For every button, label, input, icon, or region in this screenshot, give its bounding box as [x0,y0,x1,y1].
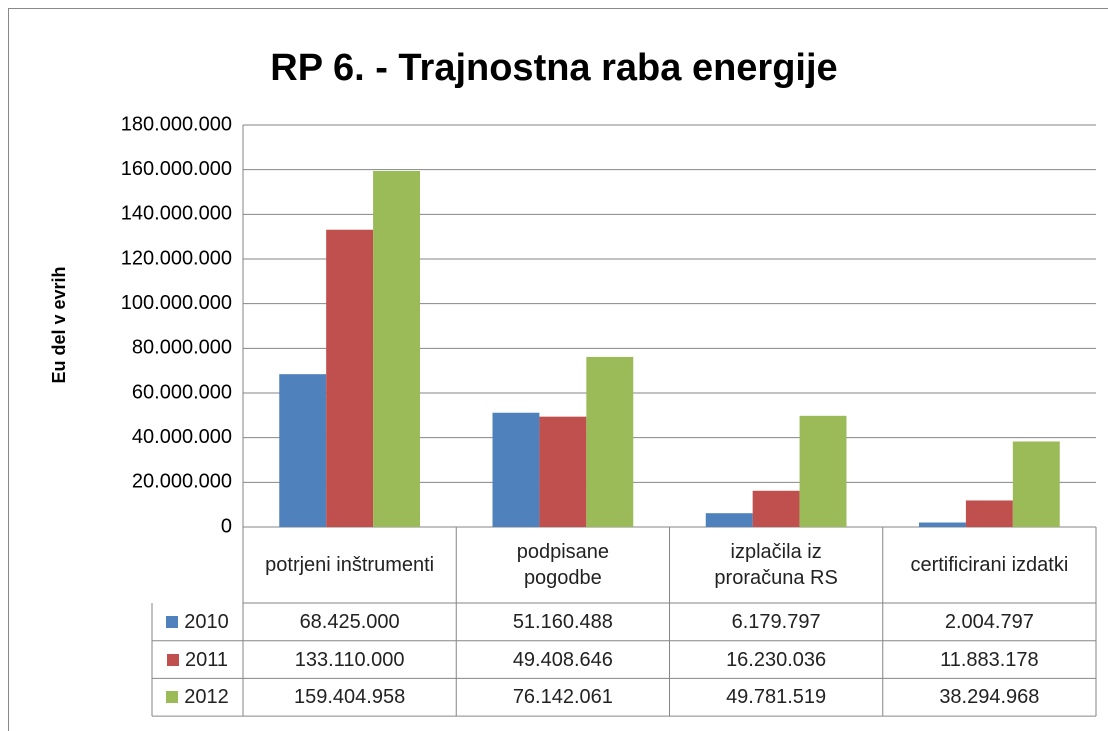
x-tick-label: izplačila iz proračuna RS [690,527,863,603]
legend-entry: 2010 [152,603,243,641]
data-label-text: 38.294.968 [939,686,1040,709]
data-label: 159.404.958 [243,678,456,716]
bar [919,522,966,527]
y-tick-label: 40.000.000 [132,426,232,448]
data-label: 16.230.036 [670,641,883,679]
y-tick-label: 160.000.000 [121,158,232,180]
x-tick-label-text: izplačila iz proračuna RS [714,541,838,589]
data-label-text: 49.408.646 [512,648,613,671]
bar [492,412,540,527]
x-tick-label-text: podpisane pogodbe [516,541,610,589]
data-label: 68.425.000 [243,603,456,641]
y-tick-label: 60.000.000 [132,381,232,403]
data-label-text: 16.230.036 [726,648,827,671]
bar [1012,441,1060,527]
data-label-text: 2.004.797 [944,610,1034,633]
bar [705,513,753,527]
data-label-text: 159.404.958 [294,686,406,709]
y-tick-label: 120.000.000 [121,247,232,269]
legend-entry: 2012 [152,678,243,716]
data-label: 11.883.178 [883,641,1096,679]
bar [279,374,327,527]
bar [752,490,800,527]
data-label: 76.142.061 [456,678,669,716]
data-label-text: 49.781.519 [726,686,827,709]
data-label-text: 133.110.000 [294,648,405,671]
legend-label: 2011 [184,648,228,671]
data-label-text: 11.883.178 [940,648,1039,671]
y-tick-label: 20.000.000 [132,471,232,493]
x-tick-label: certificirani izdatki [903,527,1076,603]
legend-swatch [166,615,179,628]
chart-title: RP 6. - Trajnostna raba energije [270,47,837,89]
data-label: 51.160.488 [456,603,669,641]
data-label: 2.004.797 [883,603,1096,641]
x-tick-label-text: certificirani izdatki [910,554,1069,576]
x-tick-label: potrjeni inštrumenti [263,527,436,603]
data-label-text: 6.179.797 [731,610,821,633]
bar [539,416,587,527]
chart-frame [8,8,1108,731]
data-label: 6.179.797 [670,603,883,641]
legend-label: 2010 [184,610,229,633]
data-label-text: 76.142.061 [512,686,613,709]
y-tick-label: 80.000.000 [132,337,232,359]
legend-swatch [166,691,179,704]
bar [586,356,634,527]
data-label: 133.110.000 [243,641,456,679]
data-label: 49.781.519 [670,678,883,716]
data-label-text: 68.425.000 [299,610,400,633]
legend-entry: 2011 [152,641,243,679]
data-label: 49.408.646 [456,641,669,679]
data-label: 38.294.968 [883,678,1096,716]
x-tick-label-text: potrjeni inštrumenti [265,554,435,576]
bar [326,229,374,527]
data-label-text: 51.160.488 [512,610,613,633]
y-tick-label: 140.000.000 [121,203,232,225]
x-tick-label: podpisane pogodbe [476,527,649,603]
y-axis-label: Eu del v evrih [49,266,69,383]
bar [965,500,1013,527]
y-tick-label: 100.000.000 [121,292,232,314]
legend-label: 2012 [184,686,229,709]
bar [799,415,847,527]
bar [373,170,420,527]
legend-swatch [166,653,179,666]
y-tick-label: 0 [221,515,232,537]
y-tick-label: 180.000.000 [121,113,232,135]
